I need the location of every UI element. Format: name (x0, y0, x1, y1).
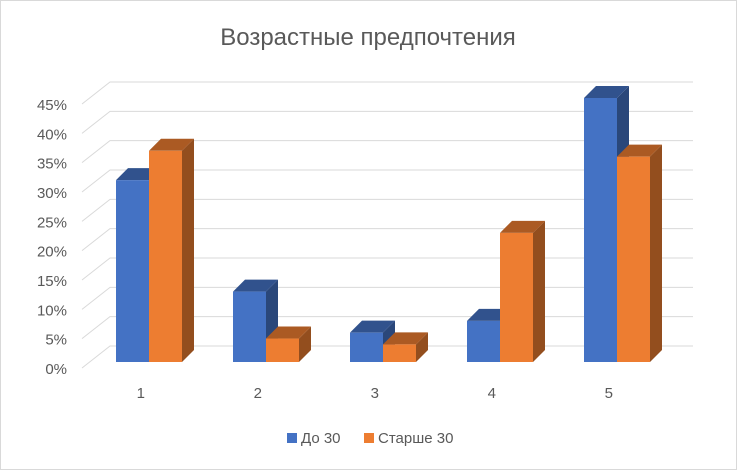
bar-side (182, 138, 194, 362)
y-tick-label: 35% (37, 156, 67, 173)
x-tick-label: 3 (371, 385, 379, 402)
gridline (81, 110, 693, 134)
bars (116, 86, 662, 362)
bar (149, 138, 194, 362)
x-axis-ticks: 1 2 3 4 5 (137, 385, 613, 402)
gridline (81, 81, 693, 105)
y-tick-label: 45% (37, 97, 67, 114)
y-tick-label: 30% (37, 185, 67, 202)
y-tick-label: 10% (37, 302, 67, 319)
bar-front (617, 156, 650, 362)
gridline (81, 286, 693, 310)
bar-front (584, 98, 617, 362)
bar-front (266, 338, 299, 362)
bar-side (650, 144, 662, 362)
bar-top (617, 144, 662, 157)
bar-front (233, 291, 266, 362)
x-tick-label: 5 (605, 385, 613, 402)
bar-front (500, 232, 533, 362)
gridline (81, 228, 693, 252)
y-tick-label: 0% (45, 361, 67, 378)
bar (233, 279, 278, 362)
x-tick-label: 1 (137, 385, 145, 402)
bar-top (350, 320, 395, 333)
y-tick-label: 15% (37, 273, 67, 290)
gridline (81, 169, 693, 193)
bar-side (533, 220, 545, 362)
legend-label: Старше 30 (378, 430, 453, 447)
legend-label: До 30 (301, 430, 341, 447)
legend-swatch (287, 433, 297, 443)
bar (617, 144, 662, 362)
y-tick-label: 25% (37, 214, 67, 231)
bar (500, 220, 545, 362)
bar (383, 332, 428, 362)
bar-top (149, 138, 194, 151)
bar-front (149, 150, 182, 362)
bar-top (233, 279, 278, 292)
legend-swatch (364, 433, 374, 443)
y-tick-label: 5% (45, 332, 67, 349)
gridline (81, 198, 693, 222)
x-tick-label: 2 (254, 385, 262, 402)
bar-front (116, 180, 149, 362)
bar-side (299, 326, 311, 362)
bar-top (266, 326, 311, 339)
bar-side (416, 332, 428, 362)
bar-front (383, 344, 416, 362)
bar-front (350, 332, 383, 362)
y-axis-ticks: 0% 5% 10% 15% 20% 25% 30% 35% 40% 45% (37, 97, 67, 378)
y-tick-label: 20% (37, 244, 67, 261)
bar-top (383, 332, 428, 345)
bar-top (584, 86, 629, 98)
y-tick-label: 40% (37, 126, 67, 143)
bar-front (467, 320, 500, 362)
gridline (81, 140, 693, 164)
gridline (81, 257, 693, 281)
chart-title: Возрастные предпочтения (220, 24, 516, 51)
legend: До 30 Старше 30 (287, 430, 453, 447)
x-tick-label: 4 (488, 385, 496, 402)
bar (266, 326, 311, 362)
bar-top (500, 220, 545, 233)
